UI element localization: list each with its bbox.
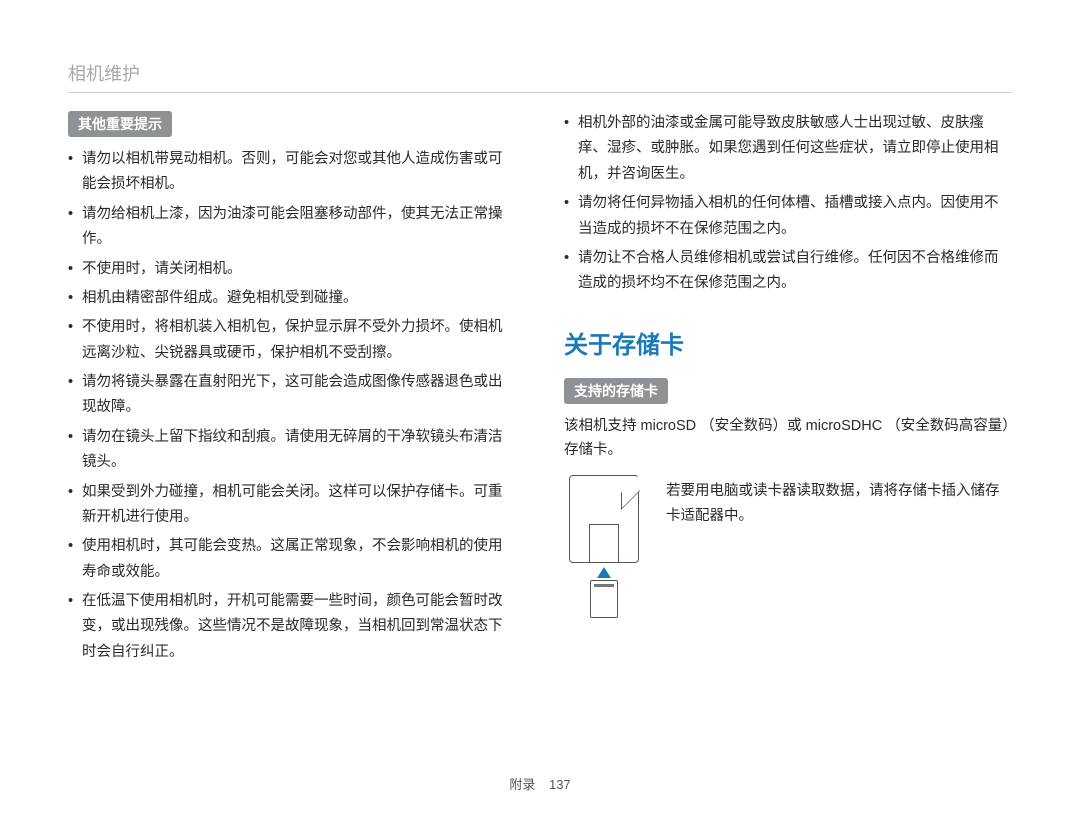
sd-adapter-slot [589, 524, 619, 562]
other-tips-item: 在低温下使用相机时，开机可能需要一些时间，颜色可能会暂时改变，或出现残像。这些情… [68, 589, 516, 665]
footer-page-number: 137 [549, 777, 571, 792]
page-footer: 附录 137 [0, 774, 1080, 793]
sd-adapter-figure-row: 若要用电脑或读卡器读取数据，请将存储卡插入储存卡适配器中。 [564, 475, 1012, 618]
footer-section: 附录 [509, 777, 535, 792]
content-columns: 其他重要提示 请勿以相机带晃动相机。否则，可能会对您或其他人造成伤害或可能会损坏… [68, 111, 1012, 669]
right-top-item: 请勿将任何异物插入相机的任何体槽、插槽或接入点内。因使用不当造成的损坏不在保修范… [564, 191, 1012, 242]
microsd-icon [590, 580, 618, 618]
right-top-list: 相机外部的油漆或金属可能导致皮肤敏感人士出现过敏、皮肤瘙痒、湿疹、或肿胀。如果您… [564, 111, 1012, 297]
sd-adapter-note: 若要用电脑或读卡器读取数据，请将存储卡插入储存卡适配器中。 [666, 475, 1012, 528]
section-label-supported-cards: 支持的存储卡 [564, 378, 668, 404]
left-column: 其他重要提示 请勿以相机带晃动相机。否则，可能会对您或其他人造成伤害或可能会损坏… [68, 111, 516, 669]
other-tips-item: 请勿给相机上漆，因为油漆可能会阻塞移动部件，使其无法正常操作。 [68, 202, 516, 253]
sd-adapter-icon [569, 475, 639, 563]
sd-adapter-figure [564, 475, 644, 618]
right-top-item: 相机外部的油漆或金属可能导致皮肤敏感人士出现过敏、皮肤瘙痒、湿疹、或肿胀。如果您… [564, 111, 1012, 187]
section-label-other-tips: 其他重要提示 [68, 111, 172, 137]
other-tips-item: 请勿在镜头上留下指纹和刮痕。请使用无碎屑的干净软镜头布清洁镜头。 [68, 425, 516, 476]
other-tips-item: 不使用时，将相机装入相机包，保护显示屏不受外力损坏。使相机远离沙粒、尖锐器具或硬… [68, 315, 516, 366]
other-tips-item: 请勿将镜头暴露在直射阳光下，这可能会造成图像传感器退色或出现故障。 [68, 370, 516, 421]
right-top-item: 请勿让不合格人员维修相机或尝试自行维修。任何因不合格维修而造成的损坏均不在保修范… [564, 246, 1012, 297]
other-tips-item: 相机由精密部件组成。避免相机受到碰撞。 [68, 286, 516, 311]
other-tips-item: 不使用时，请关闭相机。 [68, 257, 516, 282]
heading-memory-card: 关于存储卡 [564, 325, 1012, 360]
page-header: 相机维护 [68, 60, 1012, 93]
arrow-up-icon [597, 567, 611, 578]
supported-cards-text: 该相机支持 microSD （安全数码）或 microSDHC （安全数码高容量… [564, 414, 1012, 463]
other-tips-item: 请勿以相机带晃动相机。否则，可能会对您或其他人造成伤害或可能会损坏相机。 [68, 147, 516, 198]
other-tips-item: 使用相机时，其可能会变热。这属正常现象，不会影响相机的使用寿命或效能。 [68, 534, 516, 585]
other-tips-list: 请勿以相机带晃动相机。否则，可能会对您或其他人造成伤害或可能会损坏相机。请勿给相… [68, 147, 516, 665]
other-tips-item: 如果受到外力碰撞，相机可能会关闭。这样可以保护存储卡。可重新开机进行使用。 [68, 480, 516, 531]
right-column: 相机外部的油漆或金属可能导致皮肤敏感人士出现过敏、皮肤瘙痒、湿疹、或肿胀。如果您… [564, 111, 1012, 669]
